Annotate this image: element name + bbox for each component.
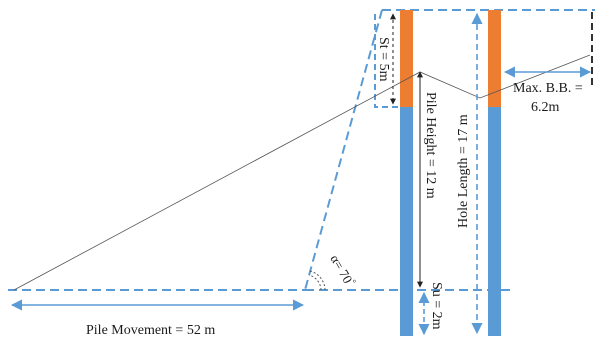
face-angle-arc-inner (308, 274, 322, 291)
back-hole-stemming (488, 10, 501, 107)
angle-label-unit: ° (348, 278, 359, 286)
stemming-box (374, 10, 398, 108)
angle-label-group: α= 70° (327, 252, 358, 290)
pile-profile-line (13, 54, 591, 291)
back-hole-charge (488, 107, 501, 336)
pile-height-label: Pile Height = 12 m (423, 92, 438, 199)
hole-length-label: Hole Length = 17 m (456, 114, 471, 228)
max-bb-label-line1: Max. B.B. = (513, 81, 583, 96)
front-hole-charge (400, 107, 413, 336)
max-bb-label-line2: 6.2m (531, 100, 560, 115)
subdrill-label: Su = 2m (429, 282, 444, 330)
angle-label: α= 70° (327, 252, 358, 290)
bench-face-line (304, 9, 383, 291)
pile-movement-label: Pile Movement = 52 m (86, 323, 215, 338)
face-angle-arc (309, 270, 326, 291)
stemming-label: St = 5m (376, 37, 391, 82)
front-hole-stemming (400, 10, 413, 107)
